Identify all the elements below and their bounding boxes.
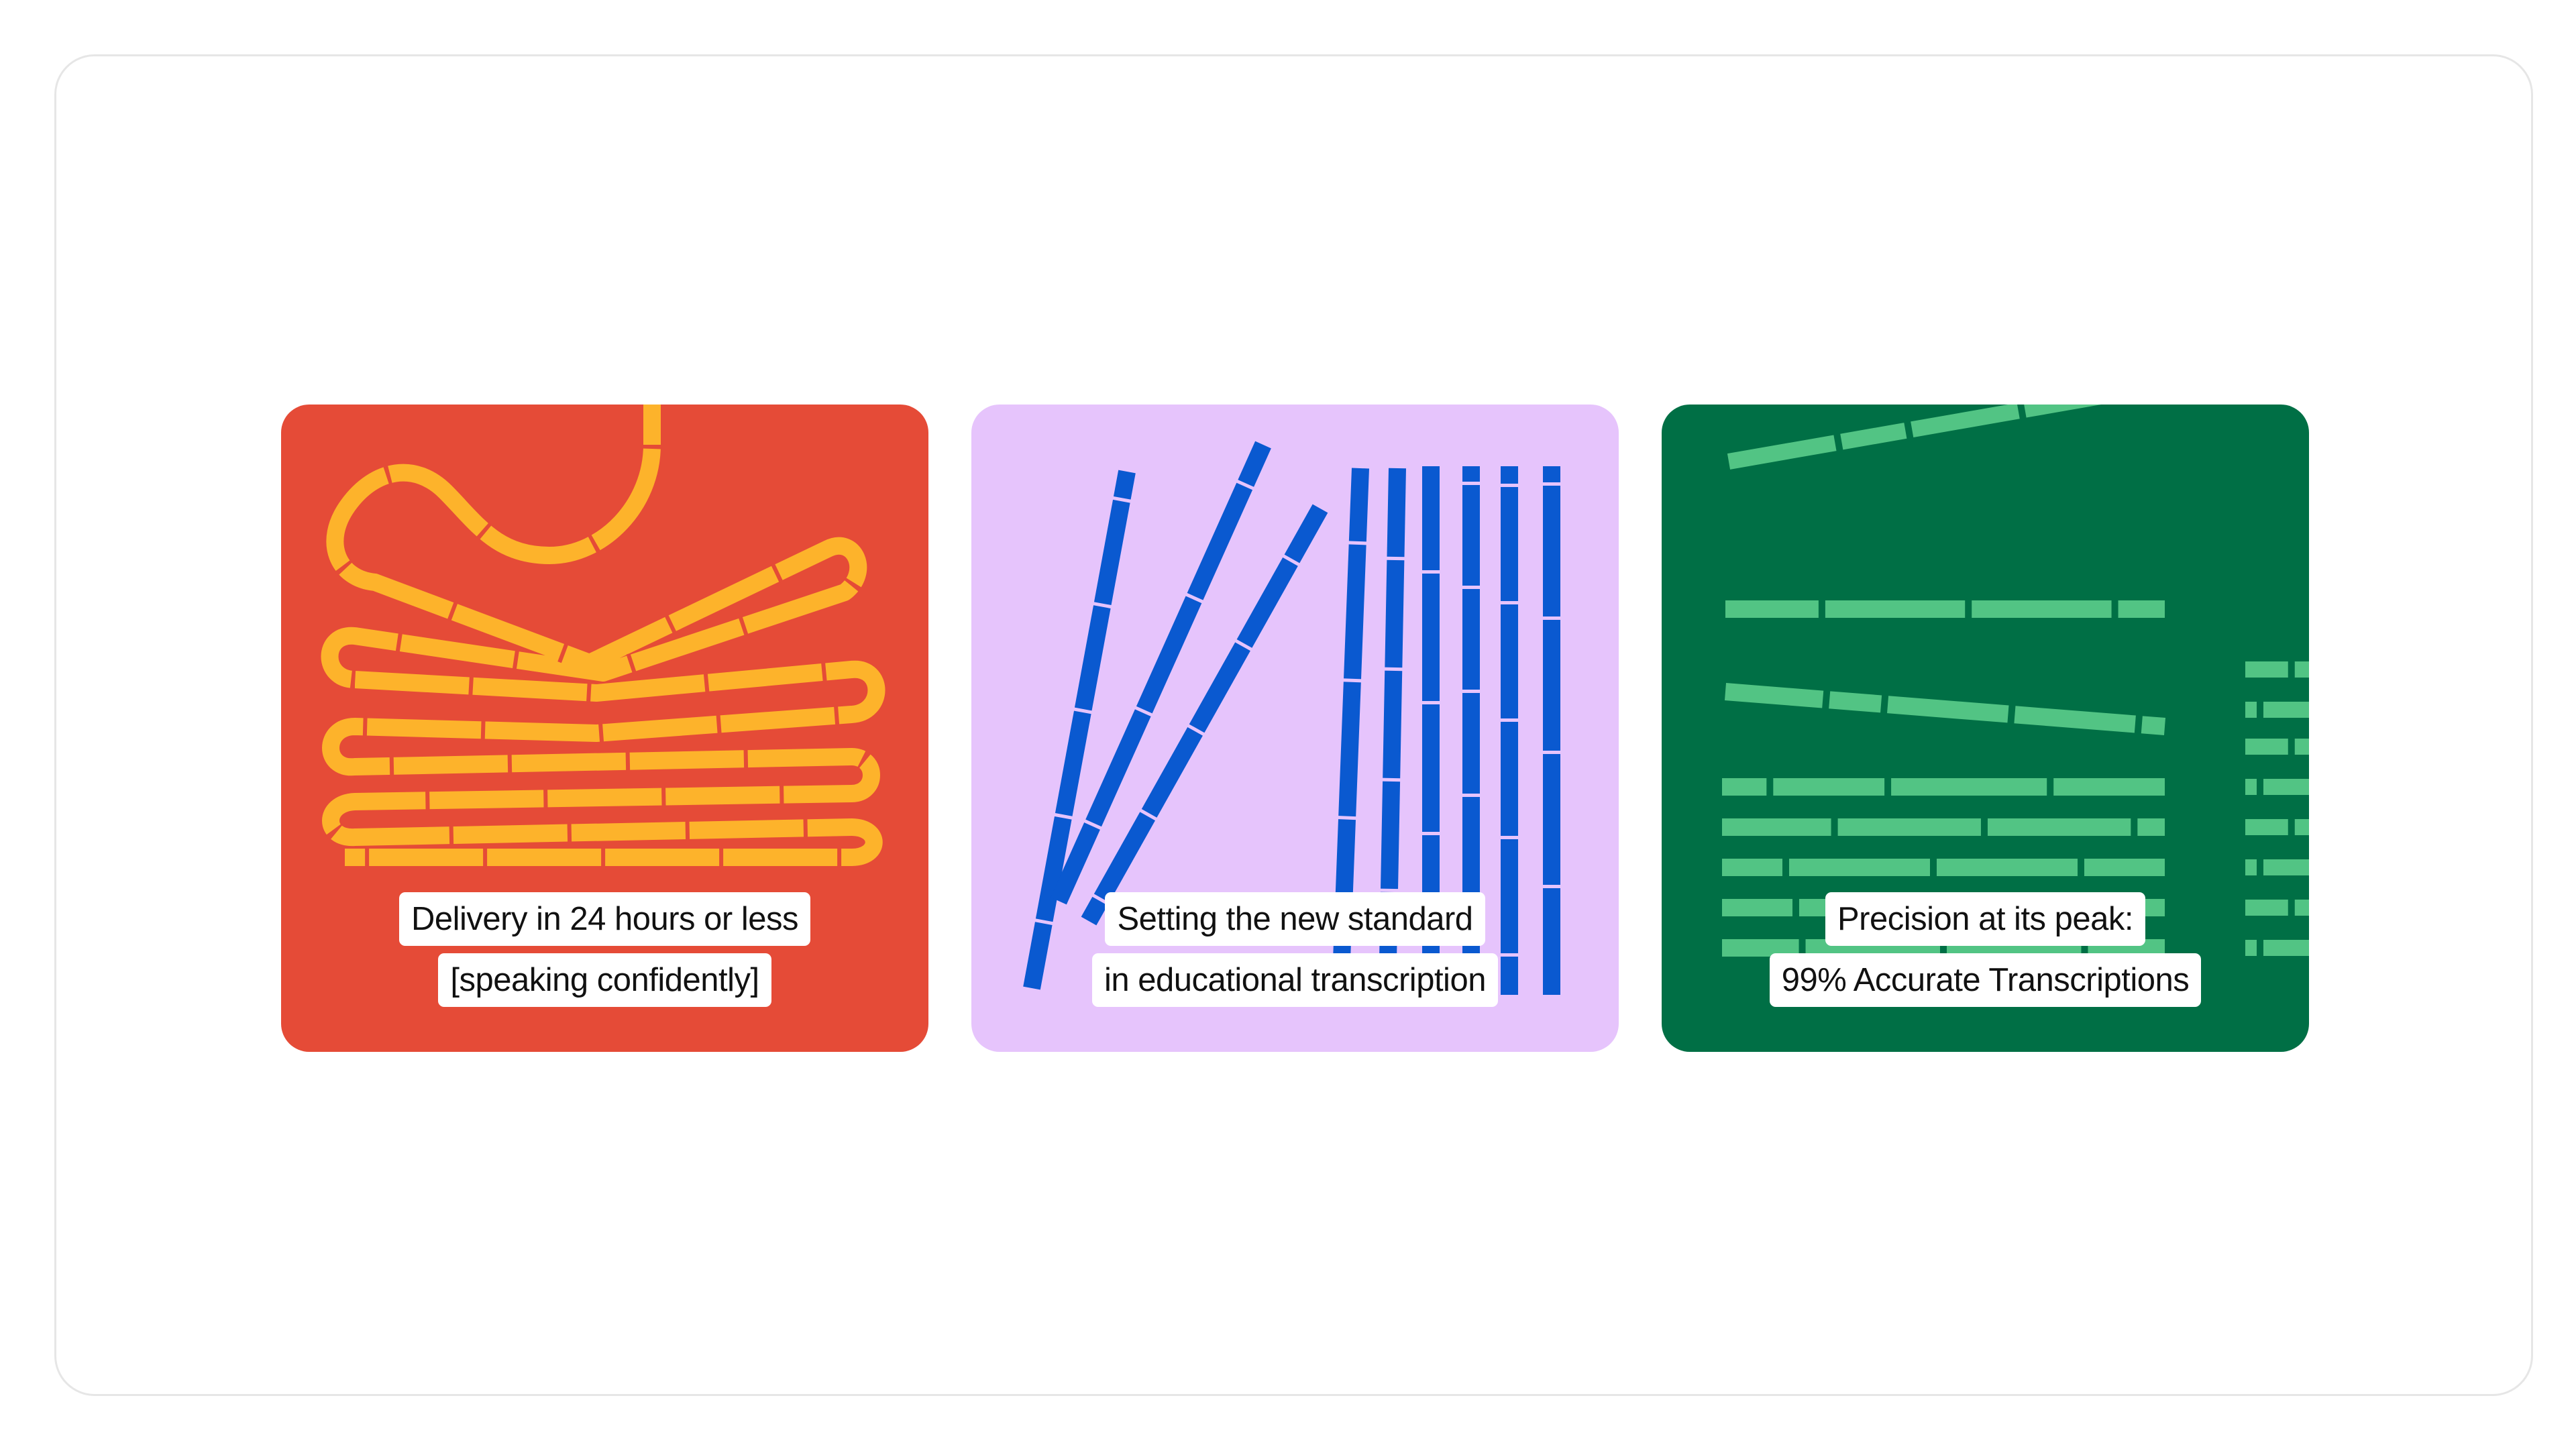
feature-card-standard: Setting the new standard in educational … [971,405,1619,1052]
dash-mark [2024,405,2102,418]
caption-line-2: [speaking confidently] [438,953,771,1007]
dash-mark [1727,435,1837,470]
caption-line-2: 99% Accurate Transcriptions [1769,953,2202,1007]
dash-mark [1724,683,1824,708]
feature-card-precision: Precision at its peak: 99% Accurate Tran… [1662,405,2309,1052]
folded-ribbon-illustration [319,405,887,867]
caption-line-2: in educational transcription [1092,953,1498,1007]
dash-mark [1829,691,1882,713]
caption-line-1: Setting the new standard [1105,892,1485,946]
card-caption: Setting the new standard in educational … [971,892,1619,1007]
dash-mark [1911,405,2020,438]
card-caption: Delivery in 24 hours or less [speaking c… [281,892,928,1007]
dash-mark [1887,696,2009,723]
bar-mark [1081,504,1328,926]
bar-gaps [1049,440,1273,906]
bar-mark [1023,470,1136,990]
caption-line-1: Delivery in 24 hours or less [399,892,810,946]
ribbon-path [321,405,885,866]
dash-mark [2141,716,2166,735]
dash-mark [1840,423,1907,450]
dash-mark [2014,706,2136,733]
card-caption: Precision at its peak: 99% Accurate Tran… [1662,892,2309,1007]
feature-card-delivery: Delivery in 24 hours or less [speaking c… [281,405,928,1052]
caption-line-1: Precision at its peak: [1825,892,2146,946]
